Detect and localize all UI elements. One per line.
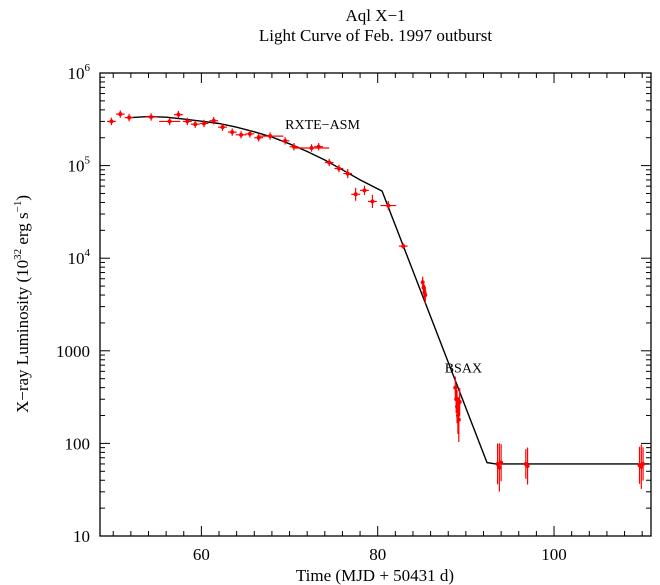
data-point: [423, 293, 428, 298]
y-tick-label: 10: [73, 527, 90, 546]
data-point: [149, 114, 154, 119]
y-tick-label-exp: 4: [85, 247, 91, 259]
y-tick-label: 104: [68, 247, 91, 268]
y-tick-label-base: 10: [68, 157, 85, 176]
data-point: [230, 130, 235, 135]
series-bsax: [420, 276, 646, 492]
data-point: [268, 134, 273, 139]
annotation-label: RXTE−ASM: [285, 118, 360, 133]
data-point: [327, 160, 332, 165]
data-point: [309, 145, 314, 150]
data-point: [456, 417, 461, 422]
y-tick-label: 106: [68, 62, 91, 83]
data-point: [109, 119, 114, 124]
y-axis-label-mid: erg s: [13, 212, 32, 249]
data-point: [499, 460, 504, 465]
data-point: [497, 465, 502, 470]
data-point: [316, 144, 321, 149]
y-axis-label-exp2: −1: [12, 201, 24, 213]
y-tick-label-exp: 5: [85, 155, 91, 167]
x-tick-label: 100: [541, 545, 567, 564]
data-point: [220, 125, 225, 130]
data-point: [176, 112, 181, 117]
y-tick-label-base: 10: [73, 527, 90, 546]
y-tick-label-base: 10: [68, 249, 85, 268]
data-point: [457, 399, 462, 404]
data-point: [167, 119, 172, 124]
x-tick-label: 80: [369, 545, 386, 564]
series-rxte-asm: [107, 110, 408, 249]
y-tick-label: 105: [68, 155, 91, 176]
x-axis-label: Time (MJD + 50431 d): [296, 566, 454, 585]
data-point: [193, 122, 198, 127]
data-point: [641, 461, 646, 466]
data-point: [370, 199, 375, 204]
data-point: [118, 112, 123, 117]
data-point: [211, 118, 216, 123]
data-point: [386, 203, 391, 208]
data-point: [127, 115, 132, 120]
data-point: [525, 464, 530, 469]
annotations: RXTE−ASM BSAX: [285, 118, 482, 377]
y-axis-label-exp1: 32: [12, 249, 24, 260]
data-point: [185, 119, 190, 124]
data-point: [401, 244, 406, 249]
plot-frame: [99, 72, 652, 537]
data-point: [202, 121, 207, 126]
y-axis-label: X−ray Luminosity (1032 erg s−1): [12, 195, 32, 413]
data-point: [239, 132, 244, 137]
data-point: [345, 171, 350, 176]
y-tick-label-base: 10: [68, 64, 85, 83]
y-tick-label-base: 100: [65, 434, 91, 453]
y-tick-label: 100: [65, 434, 91, 453]
data-point: [247, 131, 252, 136]
y-axis-label-main: X−ray Luminosity (10: [13, 260, 32, 413]
y-axis-label-end: ): [13, 195, 32, 201]
axis-ticks: [100, 72, 651, 537]
annotation-label: BSAX: [445, 362, 482, 377]
data-point: [362, 188, 367, 193]
y-tick-label-exp: 6: [85, 62, 91, 74]
model-curve-line: [130, 115, 650, 465]
data-point: [353, 192, 358, 197]
x-tick-label: 60: [193, 545, 210, 564]
data-point: [495, 461, 500, 466]
data-points: [107, 110, 646, 492]
model-curve: [130, 115, 650, 465]
y-tick-label-base: 1000: [56, 342, 90, 361]
y-tick-label: 1000: [56, 342, 90, 361]
data-point: [283, 138, 288, 143]
chart-subtitle: Light Curve of Feb. 1997 outburst: [258, 26, 493, 45]
data-point: [336, 166, 341, 171]
chart-title: Aql X−1: [345, 6, 406, 25]
